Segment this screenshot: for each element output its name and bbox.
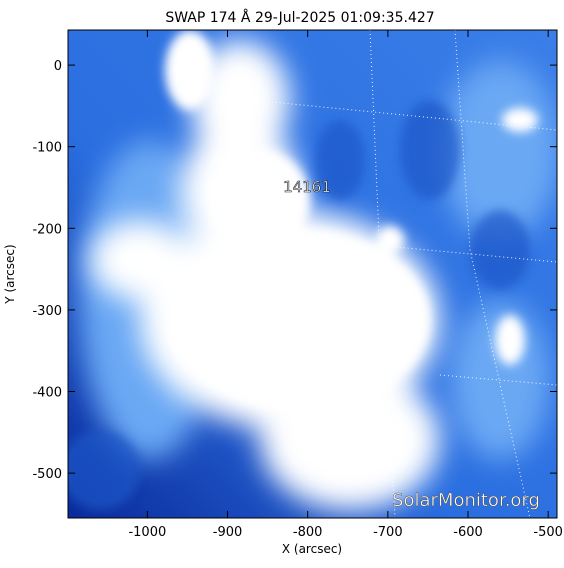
x-axis-label: X (arcsec) [282, 542, 342, 556]
x-tick-label: -700 [373, 525, 403, 540]
x-tick-label: -800 [293, 525, 323, 540]
solar-image [68, 30, 557, 518]
y-tick-label: -200 [32, 222, 62, 237]
x-tick-label: -600 [453, 525, 483, 540]
watermark: SolarMonitor.org [392, 490, 540, 511]
y-tick-label: -500 [32, 467, 62, 482]
annotation: 14161 [283, 178, 331, 196]
y-tick-label: -100 [32, 141, 62, 156]
chart-title: SWAP 174 Å 29-Jul-2025 01:09:35.427 [165, 9, 434, 26]
y-tick-label: -400 [32, 386, 62, 401]
y-tick-label: -300 [32, 304, 62, 319]
y-tick-label: 0 [54, 59, 62, 74]
y-axis-label: Y (arcsec) [3, 244, 17, 304]
x-tick-label: -1000 [128, 525, 166, 540]
plot-frame [67, 29, 558, 519]
x-tick-label: -500 [533, 525, 563, 540]
x-tick-label: -900 [213, 525, 243, 540]
